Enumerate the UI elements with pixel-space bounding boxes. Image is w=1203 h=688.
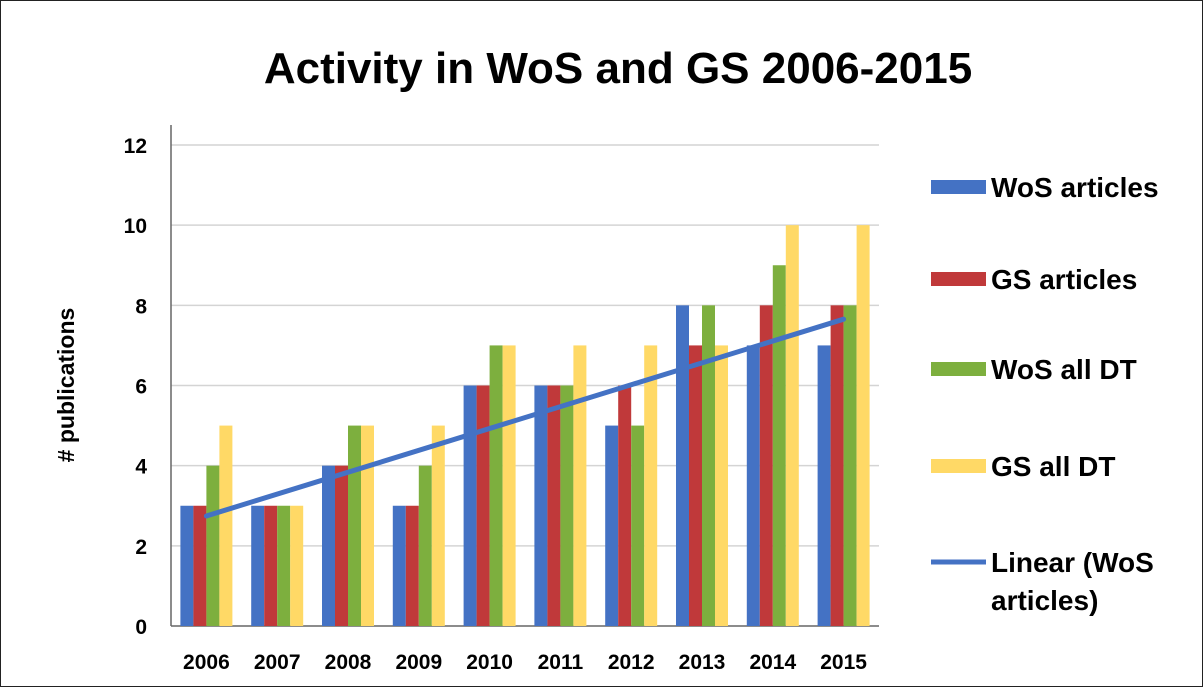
bar-wos-all-dt-2011 <box>560 385 574 626</box>
bar-gs-articles-2015 <box>830 305 844 626</box>
bar-wos-articles-2010 <box>463 385 477 626</box>
bar-wos-all-dt-2007 <box>277 505 291 626</box>
bar-gs-all-dt-2012 <box>644 345 658 626</box>
x-tick-label: 2007 <box>254 651 301 674</box>
y-tick-label: 12 <box>124 135 147 158</box>
legend-swatch <box>931 272 986 286</box>
x-tick-label: 2011 <box>538 651 584 674</box>
bar-gs-articles-2014 <box>759 305 773 626</box>
bar-gs-all-dt-2015 <box>856 225 870 626</box>
bar-wos-articles-2007 <box>251 505 265 626</box>
bar-wos-all-dt-2013 <box>702 305 715 626</box>
bar-wos-articles-2012 <box>605 425 619 626</box>
x-tick-label: 2015 <box>820 651 867 674</box>
bar-gs-all-dt-2006 <box>219 425 233 626</box>
legend-label: Linear (WoS <box>991 547 1154 578</box>
bar-gs-articles-2009 <box>405 505 419 626</box>
bar-wos-articles-2014 <box>746 345 760 626</box>
bar-wos-all-dt-2010 <box>489 345 503 626</box>
bar-gs-all-dt-2014 <box>785 225 799 626</box>
bar-gs-articles-2008 <box>335 465 348 626</box>
bar-gs-all-dt-2007 <box>290 505 304 626</box>
y-tick-label: 4 <box>135 456 147 479</box>
bar-wos-all-dt-2006 <box>206 465 220 626</box>
y-tick-label: 6 <box>135 376 147 399</box>
bar-wos-articles-2009 <box>392 505 406 626</box>
legend-label: articles) <box>991 585 1098 616</box>
bar-gs-articles-2007 <box>264 505 278 626</box>
x-tick-label: 2008 <box>325 651 372 674</box>
x-tick-label: 2013 <box>679 651 726 674</box>
bar-gs-all-dt-2013 <box>715 345 728 626</box>
legend-swatch <box>931 180 986 194</box>
legend-swatch <box>931 459 986 473</box>
x-tick-label: 2006 <box>183 651 230 674</box>
x-tick-label: 2009 <box>395 651 442 674</box>
y-axis-title: # publications <box>53 308 79 463</box>
x-tick-label: 2010 <box>466 651 513 674</box>
bar-wos-articles-2006 <box>180 505 194 626</box>
trendline <box>203 316 847 519</box>
bar-gs-articles-2012 <box>618 385 632 626</box>
bar-wos-articles-2011 <box>534 385 548 626</box>
legend-label: WoS articles <box>991 172 1159 203</box>
legend-label: GS articles <box>991 264 1137 295</box>
legend-label: WoS all DT <box>991 354 1137 385</box>
y-tick-label: 10 <box>124 215 147 238</box>
bar-wos-articles-2013 <box>676 305 689 626</box>
bar-gs-all-dt-2009 <box>431 425 445 626</box>
bar-wos-articles-2008 <box>322 465 335 626</box>
bar-gs-all-dt-2011 <box>573 345 587 626</box>
bar-wos-all-dt-2015 <box>843 305 857 626</box>
y-tick-label: 8 <box>135 295 147 318</box>
bar-wos-all-dt-2009 <box>418 465 432 626</box>
legend-swatch <box>931 362 986 376</box>
bar-wos-all-dt-2012 <box>631 425 645 626</box>
chart-title: Activity in WoS and GS 2006-2015 <box>264 44 972 93</box>
bar-gs-articles-2006 <box>193 505 207 626</box>
bar-wos-all-dt-2014 <box>772 265 786 626</box>
x-tick-label: 2012 <box>608 651 655 674</box>
x-tick-label: 2014 <box>749 651 796 674</box>
bar-gs-articles-2011 <box>547 385 561 626</box>
bar-wos-articles-2015 <box>817 345 831 626</box>
bar-gs-all-dt-2008 <box>361 425 374 626</box>
bar-gs-all-dt-2010 <box>502 345 516 626</box>
y-tick-label: 2 <box>135 536 147 559</box>
y-tick-label: 0 <box>135 616 147 639</box>
bar-wos-all-dt-2008 <box>348 425 361 626</box>
bar-gs-articles-2010 <box>476 385 490 626</box>
bar-gs-articles-2013 <box>689 345 702 626</box>
legend-label: GS all DT <box>991 451 1115 482</box>
